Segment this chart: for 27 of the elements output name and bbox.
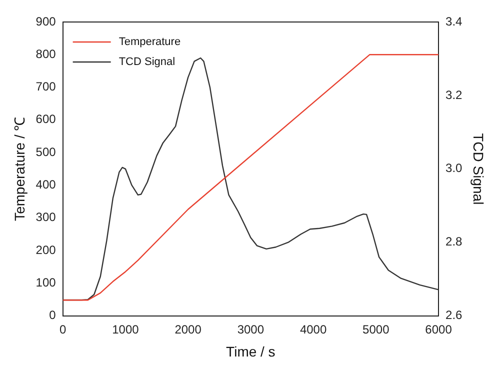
y-tick-label: 500 — [36, 144, 56, 159]
y2-tick-label: 3.4 — [446, 14, 463, 28]
y-tick-label: 300 — [36, 210, 56, 224]
y-tick-label: 100 — [36, 275, 56, 290]
x-tick-label: 1000 — [112, 322, 140, 336]
y-tick-label: 800 — [36, 46, 56, 61]
y-tick-label: 200 — [36, 242, 56, 257]
x-tick-label: 3000 — [237, 322, 264, 336]
x-tick-label: 6000 — [425, 322, 452, 336]
x-tick-label: 5000 — [362, 322, 390, 336]
y-tick-label: 700 — [36, 80, 56, 94]
x-tick-label: 0 — [59, 322, 66, 336]
y2-tick-label: 2.6 — [446, 308, 463, 322]
y-tick-label: 400 — [36, 178, 56, 192]
y-axis-title: Temperature / ℃ — [11, 116, 28, 222]
y2-tick-label: 3.0 — [446, 161, 463, 176]
x-tick-label: 4000 — [300, 322, 327, 336]
y2-tick-label: 3.2 — [446, 88, 463, 102]
x-tick-label: 2000 — [174, 322, 202, 336]
x-axis-title: Time / s — [226, 343, 276, 360]
y2-axis-title: TCD Signal — [470, 133, 487, 205]
y-tick-label: 600 — [36, 112, 56, 126]
y-tick-label: 0 — [49, 308, 56, 322]
y-tick-label: 900 — [36, 14, 56, 28]
y2-tick-label: 2.8 — [446, 234, 463, 249]
legend-label: TCD Signal — [118, 56, 176, 68]
legend-label: Temperature — [118, 36, 181, 48]
